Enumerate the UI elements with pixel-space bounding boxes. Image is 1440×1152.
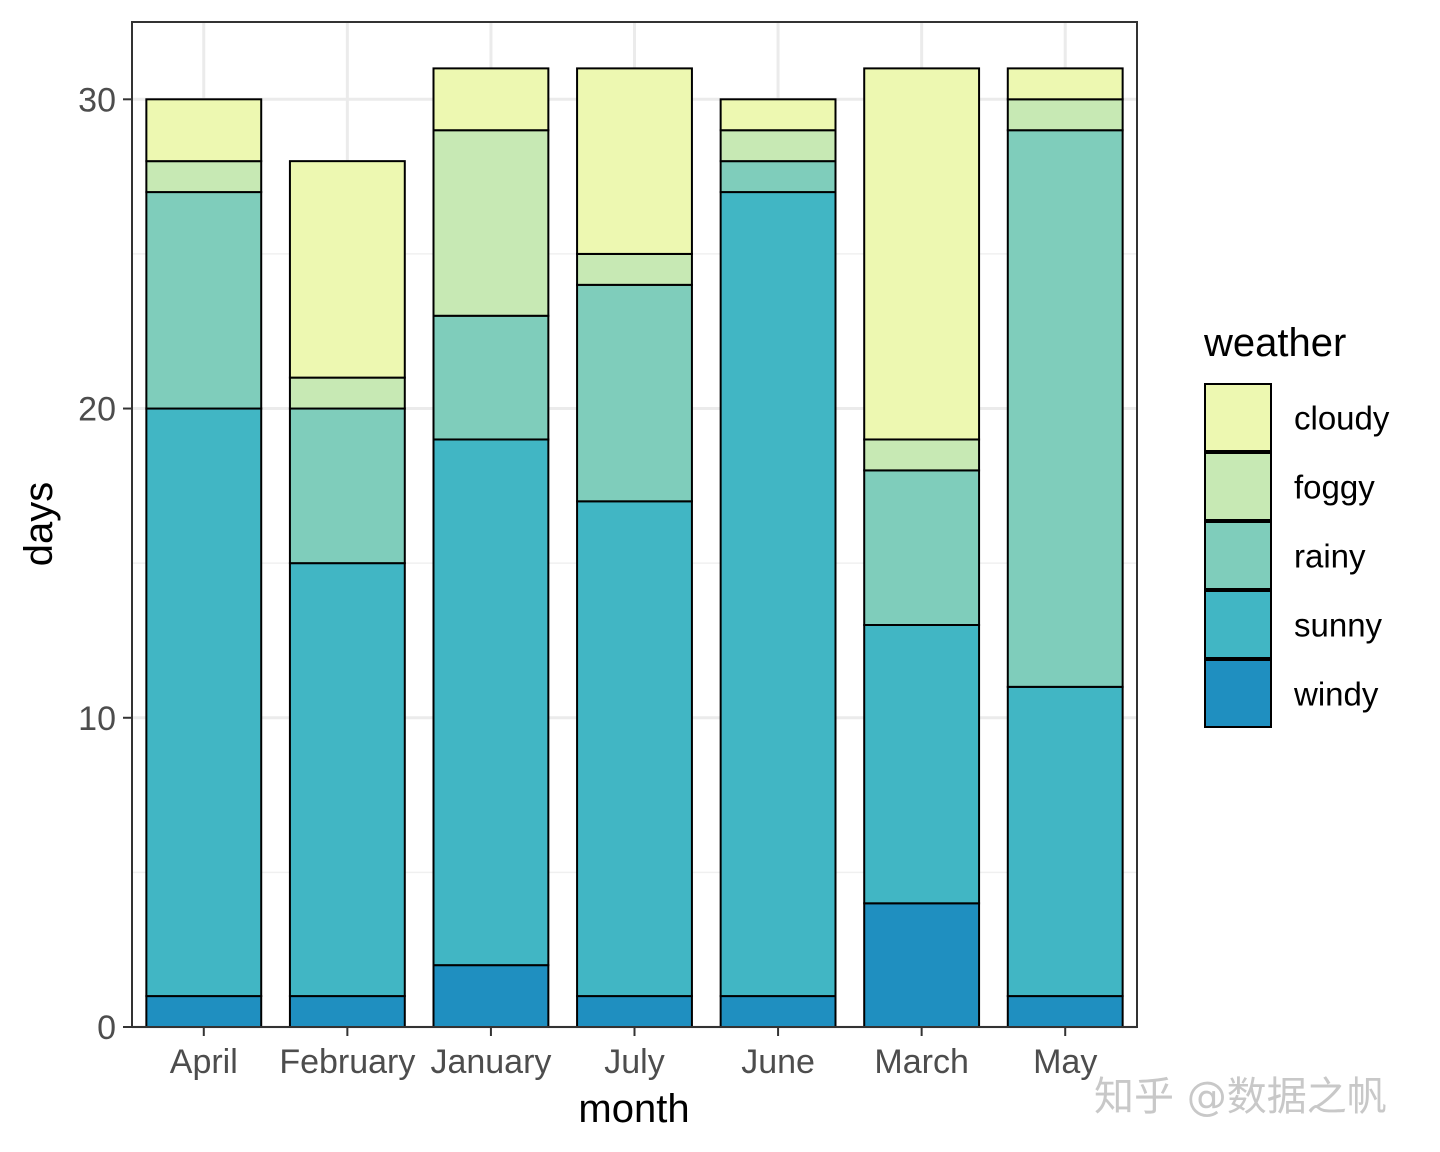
bar-segment-foggy <box>576 252 693 286</box>
bar-segment-cloudy <box>576 67 693 255</box>
x-tick-label: February <box>279 1043 415 1081</box>
bars <box>145 67 1124 1029</box>
y-axis-title: days <box>17 482 61 567</box>
x-axis: April February January July June March May <box>170 1027 1097 1081</box>
bar-segment-rainy <box>145 191 263 410</box>
x-tick-label: June <box>741 1043 815 1081</box>
bar-segment-windy <box>288 995 406 1028</box>
bar-segment-sunny <box>1006 685 1124 998</box>
y-tick-label: 10 <box>78 700 116 738</box>
bar-segment-foggy <box>719 129 837 163</box>
legend: weather cloudy foggy rainy sunny windy <box>1203 321 1390 728</box>
legend-label-windy: windy <box>1293 676 1379 713</box>
legend-label-cloudy: cloudy <box>1294 400 1390 437</box>
bar-segment-rainy <box>576 283 693 503</box>
x-tick-label: April <box>170 1043 238 1081</box>
bar-segment-windy <box>1006 995 1124 1028</box>
bar-segment-windy <box>863 902 981 1028</box>
bar-segment-cloudy <box>288 160 406 379</box>
bar-segment-windy <box>432 964 550 1029</box>
bar-segment-rainy <box>288 407 406 565</box>
y-axis: 0 10 20 30 <box>78 81 132 1047</box>
bar-segment-cloudy <box>863 67 981 441</box>
x-tick-label: July <box>604 1043 664 1081</box>
bar-segment-sunny <box>576 500 693 998</box>
bar-segment-foggy <box>288 376 406 410</box>
x-axis-title: month <box>578 1087 689 1131</box>
legend-label-rainy: rainy <box>1294 538 1366 575</box>
x-tick-label: January <box>430 1043 551 1081</box>
bar-segment-cloudy <box>719 98 837 132</box>
bar-segment-sunny <box>145 407 263 998</box>
bar-segment-foggy <box>863 438 981 472</box>
bar-segment-cloudy <box>432 67 550 132</box>
bar-segment-rainy <box>719 160 837 194</box>
bar-segment-sunny <box>288 562 406 998</box>
legend-key-windy <box>1204 659 1272 728</box>
y-tick-label: 20 <box>78 391 116 429</box>
bar-segment-cloudy <box>1006 67 1124 101</box>
bar-segment-sunny <box>719 191 837 998</box>
bar-segment-rainy <box>1006 129 1124 688</box>
y-tick-label: 0 <box>97 1009 116 1047</box>
bar-segment-windy <box>145 995 263 1028</box>
legend-title: weather <box>1203 321 1346 365</box>
bar-segment-rainy <box>863 469 981 626</box>
bar-segment-foggy <box>145 160 263 194</box>
x-tick-label: March <box>874 1043 968 1081</box>
legend-label-foggy: foggy <box>1294 469 1375 506</box>
legend-key-cloudy <box>1204 383 1272 452</box>
bar-segment-rainy <box>432 314 550 441</box>
x-tick-label: May <box>1033 1043 1097 1081</box>
legend-key-foggy <box>1204 452 1272 521</box>
legend-label-sunny: sunny <box>1294 607 1383 644</box>
watermark: 知乎 @数据之帆 <box>1094 1074 1387 1120</box>
bar-segment-cloudy <box>145 98 263 163</box>
legend-key-rainy <box>1204 521 1272 590</box>
bar-segment-sunny <box>863 624 981 905</box>
y-tick-label: 30 <box>78 81 116 119</box>
legend-key-sunny <box>1204 590 1272 659</box>
bar-segment-windy <box>719 995 837 1028</box>
bar-segment-sunny <box>432 438 550 967</box>
bar-segment-foggy <box>432 129 550 317</box>
bar-segment-foggy <box>1006 98 1124 132</box>
bar-segment-windy <box>576 995 693 1028</box>
